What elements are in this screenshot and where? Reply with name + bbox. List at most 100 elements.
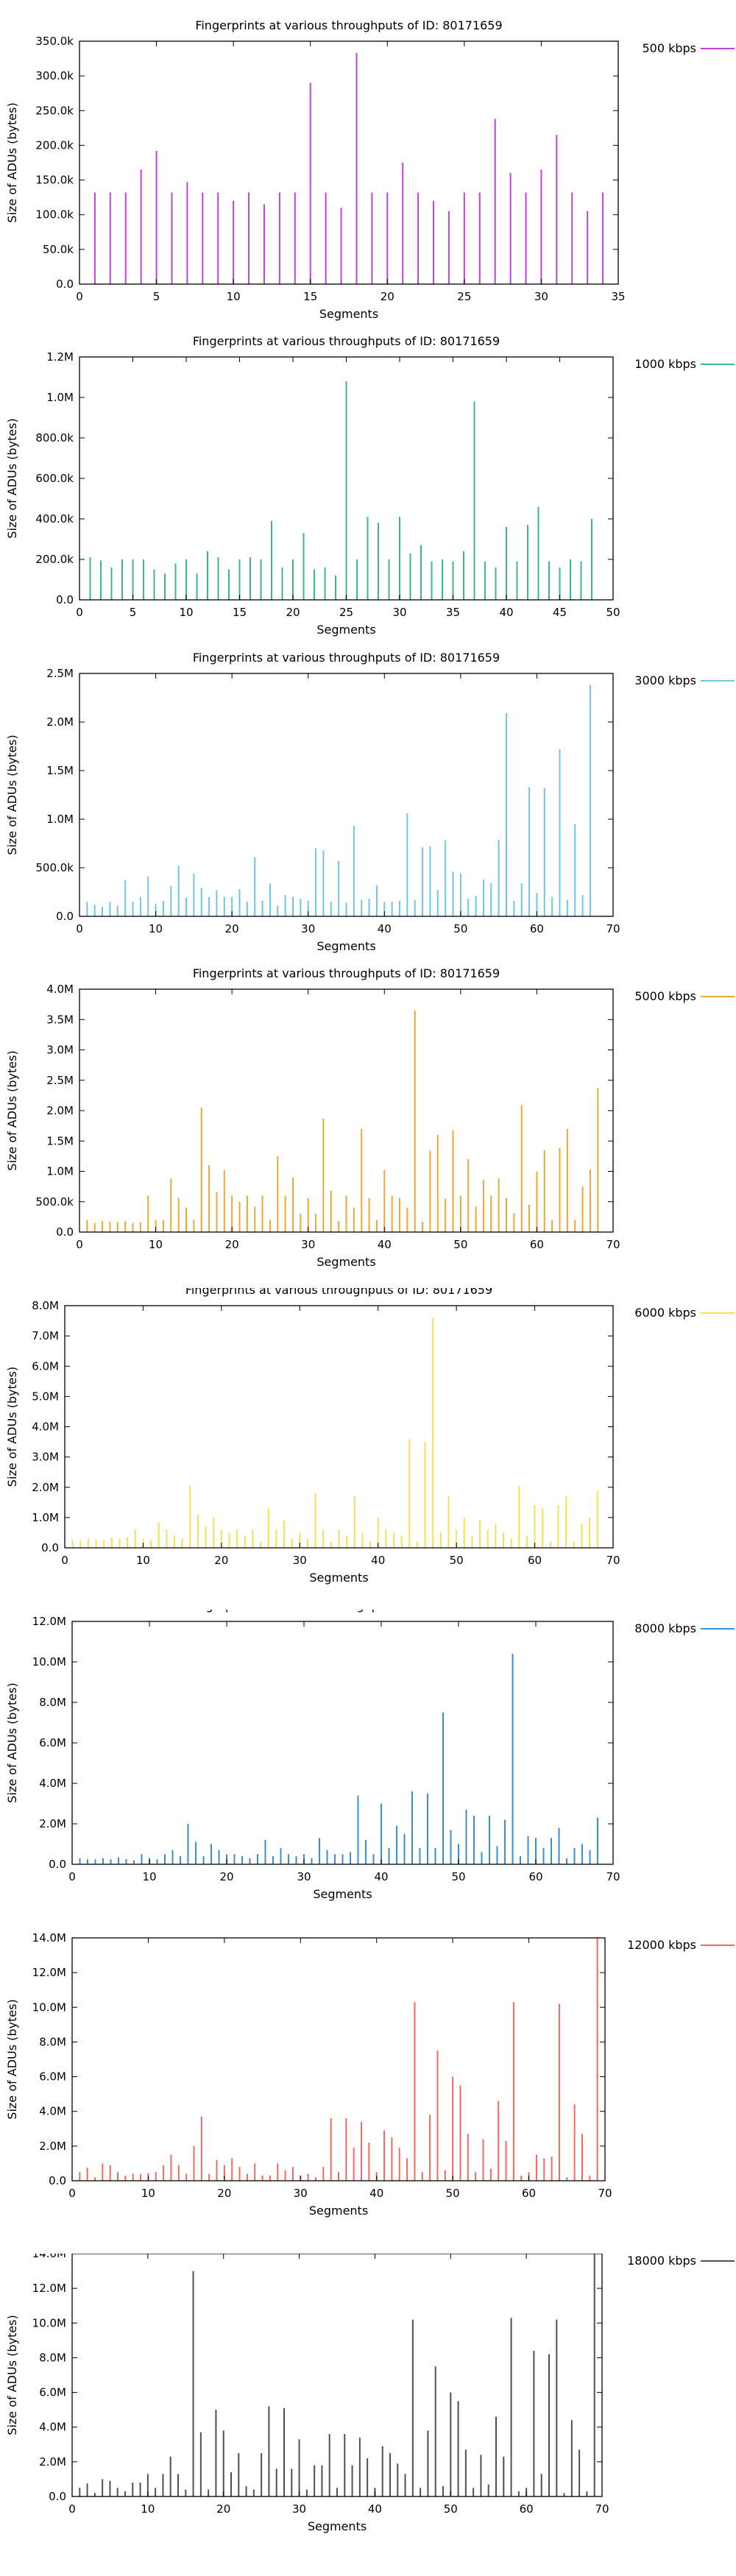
y-tick-label: 300.0k bbox=[35, 69, 74, 82]
x-tick-label: 20 bbox=[217, 2187, 231, 2200]
y-tick-label: 6.0M bbox=[39, 1736, 66, 1749]
legend-label: 500 kbps bbox=[642, 41, 696, 55]
y-tick-label: 6.0M bbox=[39, 2070, 66, 2084]
y-tick-label: 2.0M bbox=[32, 1481, 59, 1494]
x-tick-label: 40 bbox=[374, 1870, 388, 1883]
x-tick-label: 30 bbox=[297, 1870, 311, 1883]
x-tick-label: 10 bbox=[227, 290, 241, 303]
y-tick-label: 50.0k bbox=[43, 243, 74, 256]
x-tick-label: 0 bbox=[68, 1870, 76, 1883]
y-tick-label: 6.0M bbox=[32, 1359, 59, 1373]
x-axis-label: Segments bbox=[316, 939, 375, 953]
y-axis-label: Size of ADUs (bytes) bbox=[5, 1999, 19, 2119]
y-tick-label: 5.0M bbox=[32, 1390, 59, 1403]
y-tick-label: 14.0M bbox=[32, 1932, 66, 1945]
x-tick-label: 50 bbox=[451, 1870, 465, 1883]
x-tick-label: 50 bbox=[453, 1238, 467, 1251]
legend-label: 3000 kbps bbox=[634, 673, 696, 687]
y-tick-label: 200.0k bbox=[35, 138, 74, 152]
chart-8: Fingerprints at various throughputs of I… bbox=[5, 2254, 735, 2533]
x-tick-label: 60 bbox=[530, 1238, 544, 1251]
x-axis-label: Segments bbox=[319, 307, 378, 321]
x-tick-label: 0 bbox=[76, 1238, 83, 1251]
x-tick-label: 30 bbox=[293, 1554, 307, 1567]
chart-title: Fingerprints at various throughputs of I… bbox=[193, 966, 500, 980]
y-tick-label: 10.0M bbox=[32, 1655, 66, 1669]
plot-frame bbox=[64, 1305, 614, 1549]
y-tick-label: 600.0k bbox=[35, 472, 74, 485]
x-axis-label: Segments bbox=[313, 1887, 372, 1901]
y-tick-label: 1.0M bbox=[46, 1165, 74, 1178]
x-tick-label: 60 bbox=[522, 2187, 536, 2200]
y-tick-label: 0.0 bbox=[49, 2174, 66, 2187]
y-tick-label: 12.0M bbox=[32, 1966, 66, 1979]
y-tick-label: 2.0M bbox=[46, 1104, 74, 1117]
y-tick-label: 8.0M bbox=[39, 2035, 66, 2048]
x-tick-label: 20 bbox=[225, 1238, 239, 1251]
y-tick-label: 0.0 bbox=[56, 277, 74, 291]
y-tick-label: 2.5M bbox=[46, 667, 74, 680]
y-tick-label: 1.0M bbox=[46, 391, 74, 404]
chart-title: Fingerprints at various throughputs of I… bbox=[193, 651, 500, 665]
y-tick-label: 12.0M bbox=[32, 2282, 66, 2295]
y-tick-label: 6.0M bbox=[39, 2386, 66, 2399]
y-tick-label: 500.0k bbox=[35, 1195, 74, 1209]
chart-4: Fingerprints at various throughputs of I… bbox=[5, 966, 735, 1269]
y-axis-label: Size of ADUs (bytes) bbox=[5, 1682, 19, 1802]
y-tick-label: 4.0M bbox=[39, 2105, 66, 2118]
legend-label: 12000 kbps bbox=[627, 1938, 696, 1952]
x-tick-label: 35 bbox=[446, 606, 460, 619]
x-tick-label: 20 bbox=[214, 1554, 228, 1567]
x-axis-label: Segments bbox=[309, 1571, 368, 1585]
x-tick-label: 5 bbox=[130, 606, 137, 619]
y-tick-label: 14.0M bbox=[32, 2254, 66, 2260]
y-tick-label: 2.0M bbox=[46, 715, 74, 729]
x-tick-label: 20 bbox=[219, 1870, 233, 1883]
y-tick-label: 7.0M bbox=[32, 1329, 59, 1342]
x-tick-label: 10 bbox=[141, 2502, 155, 2516]
x-tick-label: 50 bbox=[444, 2502, 458, 2516]
legend-label: 18000 kbps bbox=[627, 2254, 696, 2268]
y-axis-label: Size of ADUs (bytes) bbox=[5, 735, 19, 854]
y-tick-label: 4.0M bbox=[46, 983, 74, 996]
y-axis-label: Size of ADUs (bytes) bbox=[5, 418, 19, 538]
x-tick-label: 60 bbox=[530, 922, 544, 935]
legend-label: 8000 kbps bbox=[634, 1621, 696, 1635]
x-tick-label: 40 bbox=[371, 1554, 385, 1567]
y-tick-label: 8.0M bbox=[39, 1696, 66, 1709]
x-tick-label: 50 bbox=[606, 606, 620, 619]
y-tick-label: 0.0 bbox=[56, 593, 74, 606]
chart-3: Fingerprints at various throughputs of I… bbox=[5, 651, 735, 953]
x-tick-label: 35 bbox=[611, 290, 625, 303]
x-tick-label: 0 bbox=[68, 2187, 76, 2200]
x-tick-label: 70 bbox=[595, 2502, 609, 2516]
plot-frame bbox=[71, 1621, 614, 1865]
x-tick-label: 10 bbox=[149, 922, 163, 935]
y-tick-label: 2.0M bbox=[39, 2140, 66, 2153]
x-axis-label: Segments bbox=[309, 2204, 368, 2218]
chart-6: Fingerprints at various throughputs of I… bbox=[5, 1610, 735, 1901]
x-tick-label: 10 bbox=[142, 1870, 156, 1883]
y-tick-label: 800.0k bbox=[35, 431, 74, 445]
y-tick-label: 250.0k bbox=[35, 104, 74, 117]
y-tick-label: 4.0M bbox=[32, 1420, 59, 1434]
y-tick-label: 1.2M bbox=[46, 350, 74, 364]
x-tick-label: 10 bbox=[179, 606, 193, 619]
y-tick-label: 0.0 bbox=[49, 2490, 66, 2503]
x-tick-label: 50 bbox=[453, 922, 467, 935]
x-tick-label: 0 bbox=[76, 606, 83, 619]
x-tick-label: 0 bbox=[68, 2502, 76, 2516]
x-tick-label: 60 bbox=[528, 1870, 542, 1883]
y-tick-label: 1.5M bbox=[46, 764, 74, 777]
y-tick-label: 1.5M bbox=[46, 1134, 74, 1147]
x-tick-label: 20 bbox=[286, 606, 300, 619]
x-tick-label: 10 bbox=[149, 1238, 163, 1251]
x-tick-label: 25 bbox=[457, 290, 471, 303]
x-tick-label: 70 bbox=[606, 1870, 620, 1883]
y-axis-label: Size of ADUs (bytes) bbox=[5, 1367, 19, 1487]
y-tick-label: 0.0 bbox=[49, 1858, 66, 1871]
y-tick-label: 12.0M bbox=[32, 1615, 66, 1628]
x-tick-label: 0 bbox=[61, 1554, 68, 1567]
y-tick-label: 4.0M bbox=[39, 1777, 66, 1790]
